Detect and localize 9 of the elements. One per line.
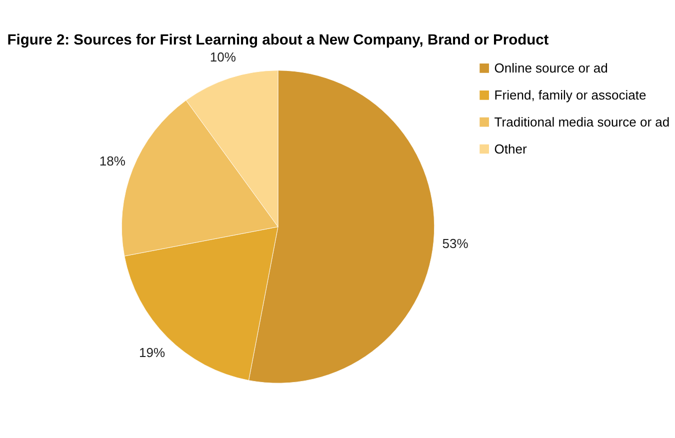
legend-label: Traditional media source or ad (494, 114, 670, 130)
legend-label: Friend, family or associate (494, 88, 646, 102)
data-label: 10% (210, 50, 236, 65)
data-label: 53% (442, 236, 469, 251)
legend-label: Other (494, 141, 528, 156)
legend-label: Online source or ad (494, 60, 608, 76)
chart-title: Figure 2: Sources for First Learning about a New Company, Brand or Product (7, 32, 549, 48)
data-label: 19% (139, 345, 166, 360)
data-label: 18% (99, 154, 126, 169)
